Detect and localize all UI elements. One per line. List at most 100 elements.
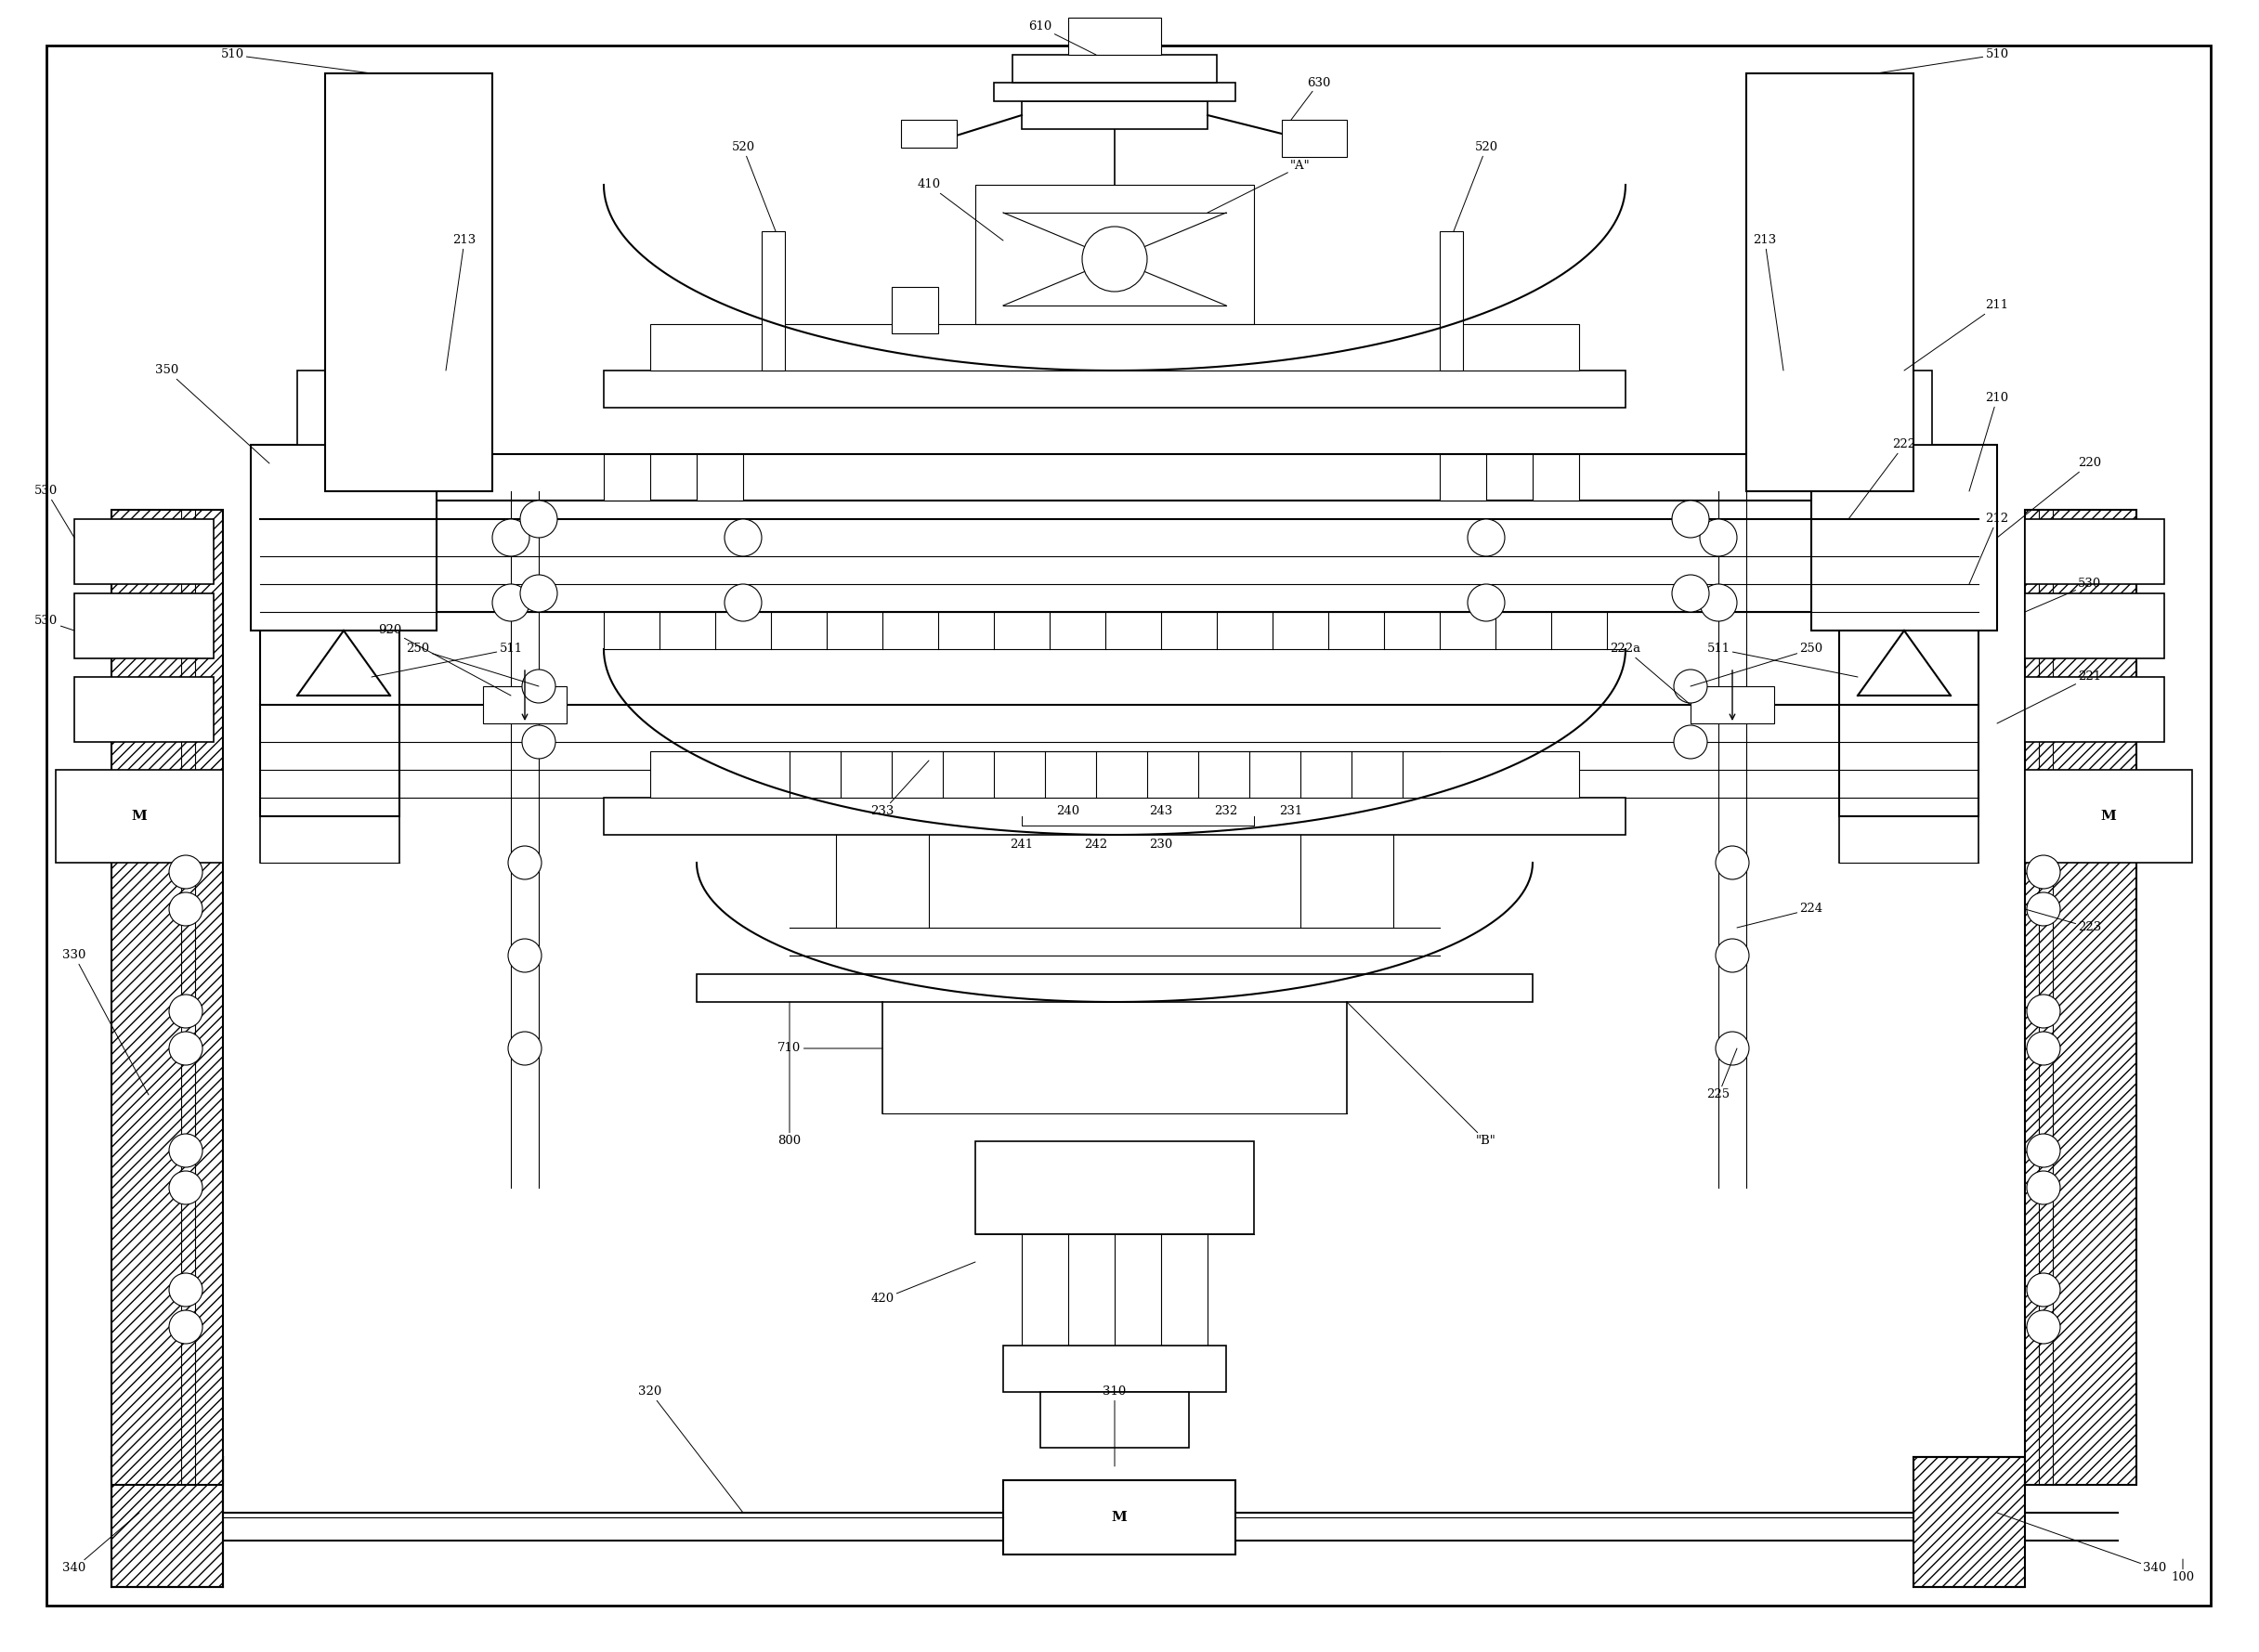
Text: 630: 630 xyxy=(1292,76,1331,121)
Text: 223: 223 xyxy=(2024,909,2101,933)
Text: M: M xyxy=(131,809,147,823)
Bar xyxy=(1012,55,1218,83)
Circle shape xyxy=(2026,1274,2060,1307)
Text: 231: 231 xyxy=(1279,806,1303,818)
Bar xyxy=(260,519,400,816)
Circle shape xyxy=(169,1171,203,1204)
Text: 610: 610 xyxy=(1028,21,1096,55)
Bar xyxy=(1839,519,1979,816)
Bar xyxy=(603,370,1626,408)
Circle shape xyxy=(520,575,558,611)
Bar xyxy=(2024,677,2164,742)
Bar xyxy=(901,121,958,147)
Bar xyxy=(1003,1480,1236,1555)
Bar xyxy=(2024,593,2164,659)
Text: 340: 340 xyxy=(1997,1513,2166,1574)
Text: 320: 320 xyxy=(639,1386,743,1513)
Circle shape xyxy=(1699,519,1737,557)
Text: 800: 800 xyxy=(777,1003,802,1146)
Circle shape xyxy=(169,856,203,889)
Bar xyxy=(1439,231,1464,370)
Bar xyxy=(1812,444,1997,631)
Text: 350: 350 xyxy=(156,365,269,463)
Text: 511: 511 xyxy=(1708,643,1857,677)
Bar xyxy=(298,370,352,444)
Text: 530: 530 xyxy=(2024,578,2101,611)
Bar xyxy=(761,231,784,370)
Circle shape xyxy=(2026,856,2060,889)
Circle shape xyxy=(1672,501,1710,537)
Bar xyxy=(2024,770,2191,862)
Text: 225: 225 xyxy=(1708,1049,1737,1100)
Bar xyxy=(1690,686,1773,724)
Text: 230: 230 xyxy=(1150,838,1172,851)
Circle shape xyxy=(1715,1032,1748,1066)
Text: M: M xyxy=(1111,1512,1127,1523)
Bar xyxy=(1041,1393,1188,1447)
Circle shape xyxy=(169,1032,203,1066)
Text: 241: 241 xyxy=(1010,838,1032,851)
Circle shape xyxy=(169,1133,203,1168)
Bar xyxy=(111,1457,224,1588)
Text: "B": "B" xyxy=(1346,1003,1495,1146)
Circle shape xyxy=(522,725,556,758)
Bar xyxy=(418,454,1830,501)
Text: 240: 240 xyxy=(1057,806,1080,818)
Text: 224: 224 xyxy=(1737,904,1823,928)
Text: 520: 520 xyxy=(732,142,775,231)
Circle shape xyxy=(492,585,529,621)
Circle shape xyxy=(2026,892,2060,925)
Circle shape xyxy=(1699,585,1737,621)
Bar xyxy=(1021,101,1209,129)
Text: 233: 233 xyxy=(870,760,928,818)
Text: 330: 330 xyxy=(63,950,149,1095)
Circle shape xyxy=(508,846,542,879)
Text: 511: 511 xyxy=(370,643,522,677)
Circle shape xyxy=(2026,1310,2060,1343)
Text: 510: 510 xyxy=(1877,50,2008,73)
Text: 410: 410 xyxy=(917,178,1003,241)
Text: 420: 420 xyxy=(870,1262,976,1305)
Text: 221: 221 xyxy=(1997,671,2101,724)
Text: 100: 100 xyxy=(2171,1559,2193,1584)
Bar xyxy=(1439,454,1486,501)
Bar xyxy=(111,510,224,1485)
Text: 243: 243 xyxy=(1150,806,1172,818)
Circle shape xyxy=(2026,995,2060,1028)
Circle shape xyxy=(520,501,558,537)
Bar xyxy=(603,454,651,501)
Circle shape xyxy=(1672,575,1710,611)
Text: 310: 310 xyxy=(1102,1386,1127,1467)
Bar xyxy=(1913,1457,2024,1588)
Circle shape xyxy=(1715,938,1748,973)
Bar xyxy=(1281,121,1346,157)
Text: 530: 530 xyxy=(34,615,75,631)
Circle shape xyxy=(2026,1032,2060,1066)
Bar xyxy=(2024,510,2137,1485)
Circle shape xyxy=(1674,725,1708,758)
Bar xyxy=(892,287,937,334)
Bar xyxy=(1003,1346,1227,1393)
Text: 710: 710 xyxy=(777,1042,883,1054)
Circle shape xyxy=(2026,1171,2060,1204)
Bar xyxy=(370,501,1877,611)
Circle shape xyxy=(725,585,761,621)
Text: 220: 220 xyxy=(1997,458,2101,537)
Bar xyxy=(75,519,215,585)
Bar xyxy=(976,185,1254,324)
Bar xyxy=(75,593,215,659)
Bar xyxy=(1532,454,1579,501)
Text: 232: 232 xyxy=(1215,806,1238,818)
Text: "A": "A" xyxy=(1209,160,1310,213)
Text: 211: 211 xyxy=(1904,299,2008,370)
Text: 920: 920 xyxy=(380,624,511,695)
Bar xyxy=(651,324,1579,370)
Circle shape xyxy=(169,1310,203,1343)
Text: 510: 510 xyxy=(221,50,370,73)
Bar xyxy=(251,444,436,631)
Circle shape xyxy=(508,938,542,973)
Text: M: M xyxy=(2101,809,2117,823)
Text: 210: 210 xyxy=(1970,392,2008,491)
Text: 520: 520 xyxy=(1455,142,1498,231)
Bar xyxy=(483,686,567,724)
